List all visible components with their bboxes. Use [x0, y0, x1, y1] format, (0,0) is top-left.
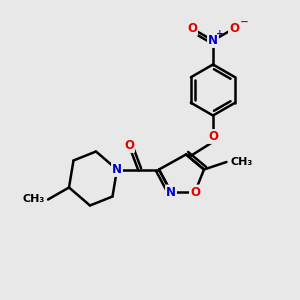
- Text: CH₃: CH₃: [230, 157, 252, 167]
- Text: N: N: [208, 34, 218, 47]
- Text: O: O: [229, 22, 239, 35]
- Text: −: −: [240, 17, 249, 27]
- Text: N: N: [112, 163, 122, 176]
- Text: N: N: [166, 185, 176, 199]
- Text: O: O: [124, 139, 134, 152]
- Text: +: +: [216, 29, 224, 38]
- Text: O: O: [190, 185, 200, 199]
- Text: O: O: [187, 22, 197, 35]
- Text: CH₃: CH₃: [23, 194, 45, 205]
- Text: O: O: [208, 130, 218, 143]
